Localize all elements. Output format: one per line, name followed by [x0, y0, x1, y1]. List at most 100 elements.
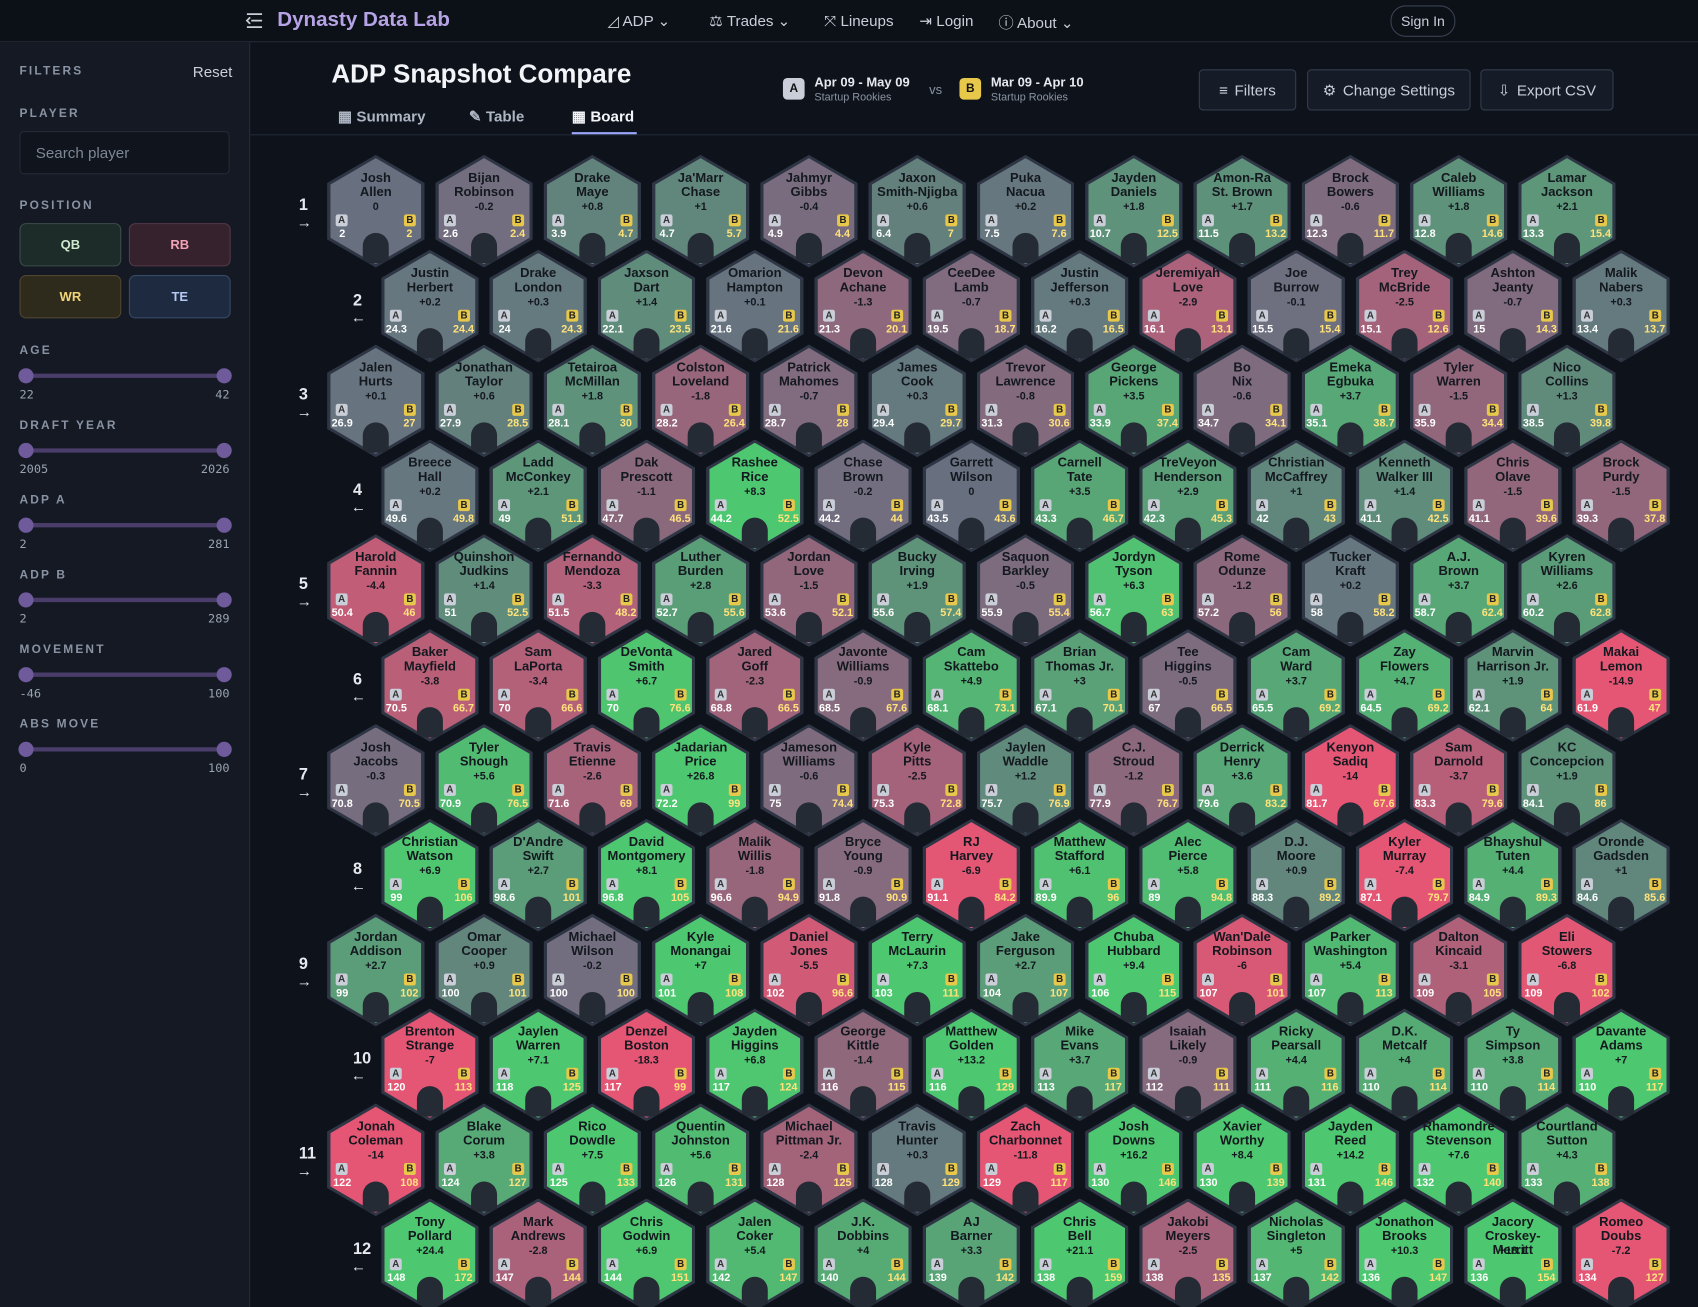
nav-label[interactable]: ADP [622, 11, 654, 30]
player-hex[interactable]: Malik Willis -1.8 A B 96.6 94.9 [706, 818, 804, 932]
player-hex[interactable]: Tee Higgins -0.5 A B 67 66.5 [1139, 629, 1237, 742]
player-hex[interactable]: Jonah Coleman -14 A B 122 108 [327, 1103, 425, 1217]
player-hex[interactable]: Jared Goff -2.3 A B 68.8 66.5 [706, 629, 804, 742]
player-hex[interactable]: Jayden Daniels +1.8 A B 10.7 12.5 [1085, 154, 1183, 268]
player-hex[interactable]: Joe Burrow -0.1 A B 15.5 15.4 [1247, 249, 1345, 363]
player-hex[interactable]: Tucker Kraft +0.2 A B 58 58.2 [1301, 534, 1400, 647]
button-label[interactable]: Filters [1234, 81, 1276, 99]
player-hex[interactable]: Cam Ward +3.7 A B 65.5 69.2 [1247, 629, 1345, 742]
player-hex[interactable]: Matthew Stafford +6.1 A B 89.9 96 [1030, 818, 1129, 932]
player-hex[interactable]: Jaxon Smith-Njigba +0.6 A B 6.4 7 [868, 154, 966, 268]
player-hex[interactable]: Nico Collins +1.3 A B 38.5 39.8 [1518, 344, 1616, 458]
player-hex[interactable]: Zach Charbonnet -11.8 A B 129 117 [976, 1103, 1075, 1217]
player-hex[interactable]: Jayden Higgins +6.8 A B 117 124 [706, 1008, 804, 1122]
player-hex[interactable]: Brenton Strange -7 A B 120 113 [381, 1008, 479, 1122]
player-hex[interactable]: Dalton Kincaid -3.1 A B 109 105 [1409, 913, 1508, 1027]
player-hex[interactable]: Jaylen Warren +7.1 A B 118 125 [489, 1008, 587, 1122]
slider-handle[interactable] [18, 368, 34, 384]
player-hex[interactable]: Nicholas Singleton +5 A B 137 142 [1247, 1198, 1345, 1307]
brand[interactable]: Dynasty Data Lab [277, 8, 450, 32]
player-hex[interactable]: TreVeyon Henderson +2.9 A B 42.3 45.3 [1139, 439, 1237, 553]
player-hex[interactable]: Jordyn Tyson +6.3 A B 56.7 63 [1085, 534, 1183, 647]
player-hex[interactable]: Ricky Pearsall +4.4 A B 111 116 [1247, 1008, 1345, 1122]
nav-adp[interactable]: ◿ ADP ⌄ [607, 11, 671, 30]
player-hex[interactable]: David Montgomery +8.1 A B 96.8 105 [597, 818, 696, 932]
player-hex[interactable]: Puka Nacua +0.2 A B 7.5 7.6 [976, 154, 1075, 268]
player-hex[interactable]: Rhamondre Stevenson +7.6 A B 132 140 [1409, 1103, 1508, 1217]
player-hex[interactable]: Wan'Dale Robinson -6 A B 107 101 [1193, 913, 1291, 1027]
nav-lineups[interactable]: ⤧ Lineups [824, 11, 894, 30]
player-hex[interactable]: Mark Andrews -2.8 A B 147 144 [489, 1198, 587, 1307]
player-hex[interactable]: Makai Lemon -14.9 A B 61.9 47 [1572, 629, 1670, 742]
search[interactable]: Search player [19, 131, 230, 175]
player-hex[interactable]: Parker Washington +5.4 A B 107 113 [1301, 913, 1400, 1027]
player-hex[interactable]: Matthew Golden +13.2 A B 116 129 [922, 1008, 1021, 1122]
nav-label[interactable]: Trades [726, 11, 774, 30]
player-hex[interactable]: Brock Purdy -1.5 A B 39.3 37.8 [1572, 439, 1670, 553]
player-hex[interactable]: Bijan Robinson -0.2 A B 2.6 2.4 [435, 154, 533, 268]
player-hex[interactable]: Kyle Pitts -2.5 A B 75.3 72.8 [868, 724, 966, 837]
player-hex[interactable]: Malik Nabers +0.3 A B 13.4 13.7 [1572, 249, 1670, 363]
player-hex[interactable]: Rico Dowdle +7.5 A B 125 133 [543, 1103, 642, 1217]
player-hex[interactable]: Jaxson Dart +1.4 A B 22.1 23.5 [597, 249, 696, 363]
player-hex[interactable]: Oronde Gadsden +1 A B 84.6 85.6 [1572, 818, 1670, 932]
player-hex[interactable]: Kenneth Walker III +1.4 A B 41.1 42.5 [1355, 439, 1454, 553]
player-hex[interactable]: Jonathon Brooks +10.3 A B 136 147 [1355, 1198, 1454, 1307]
player-hex[interactable]: Chase Brown -0.2 A B 44.2 44 [814, 439, 912, 553]
player-hex[interactable]: Jadarian Price +26.8 A B 72.2 99 [651, 724, 750, 837]
player-hex[interactable]: CeeDee Lamb -0.7 A B 19.5 18.7 [922, 249, 1021, 363]
player-hex[interactable]: Jahmyr Gibbs -0.4 A B 4.9 4.4 [760, 154, 858, 268]
player-hex[interactable]: Alec Pierce +5.8 A B 89 94.8 [1139, 818, 1237, 932]
player-hex[interactable]: Tyler Warren -1.5 A B 35.9 34.4 [1409, 344, 1508, 458]
player-hex[interactable]: Omar Cooper +0.9 A B 100 101 [435, 913, 533, 1027]
slider-handle[interactable] [18, 592, 34, 608]
player-hex[interactable]: Courtland Sutton +4.3 A B 133 138 [1518, 1103, 1616, 1217]
player-hex[interactable]: Jacory Croskey-Merritt +18.1 A B 136 154 [1464, 1198, 1562, 1307]
reset[interactable]: Reset [192, 62, 233, 81]
player-hex[interactable]: RJ Harvey -6.9 A B 91.1 84.2 [922, 818, 1021, 932]
player-hex[interactable]: Jeremiyah Love -2.9 A B 16.1 13.1 [1139, 249, 1237, 363]
player-hex[interactable]: Patrick Mahomes -0.7 A B 28.7 28 [760, 344, 858, 458]
tab-label[interactable]: Table [485, 107, 525, 125]
player-hex[interactable]: Cam Skattebo +4.9 A B 68.1 73.1 [922, 629, 1021, 742]
player-hex[interactable]: Trey McBride -2.5 A B 15.1 12.6 [1355, 249, 1454, 363]
player-hex[interactable]: Rome Odunze -1.2 A B 57.2 56 [1193, 534, 1291, 647]
nav-label[interactable]: Login [936, 11, 974, 30]
player-hex[interactable]: Josh Downs +16.2 A B 130 146 [1085, 1103, 1183, 1217]
player-hex[interactable]: Jordan Addison +2.7 A B 99 102 [327, 913, 425, 1027]
player-hex[interactable]: KC Concepcion +1.9 A B 84.1 86 [1518, 724, 1616, 837]
player-hex[interactable]: Marvin Harrison Jr. +1.9 A B 62.1 64 [1464, 629, 1562, 742]
player-hex[interactable]: Breece Hall +0.2 A B 49.6 49.8 [381, 439, 479, 553]
player-hex[interactable]: Eli Stowers -6.8 A B 109 102 [1518, 913, 1616, 1027]
toolbar-button[interactable]: ⚙ Change Settings [1307, 69, 1471, 111]
position-button[interactable]: RB [128, 223, 231, 267]
player-hex[interactable]: Travis Etienne -2.6 A B 71.6 69 [543, 724, 642, 837]
player-hex[interactable]: Drake Maye +0.8 A B 3.9 4.7 [543, 154, 642, 268]
player-hex[interactable]: Denzel Boston -18.3 A B 117 99 [597, 1008, 696, 1122]
player-hex[interactable]: Ja'Marr Chase +1 A B 4.7 5.7 [651, 154, 750, 268]
button-label[interactable]: Export CSV [1516, 81, 1597, 99]
player-hex[interactable]: Bryce Young -0.9 A B 91.8 90.9 [814, 818, 912, 932]
player-hex[interactable]: Jake Ferguson +2.7 A B 104 107 [976, 913, 1075, 1027]
tab-label[interactable]: Summary [356, 107, 426, 125]
player-hex[interactable]: Kyren Williams +2.6 A B 60.2 62.8 [1518, 534, 1616, 647]
slider-handle[interactable] [216, 442, 232, 459]
player-hex[interactable]: Sam LaPorta -3.4 A B 70 66.6 [489, 629, 587, 742]
slider-handle[interactable] [18, 667, 34, 683]
player-hex[interactable]: Mike Evans +3.7 A B 113 117 [1030, 1008, 1129, 1122]
slider-handle[interactable] [18, 442, 34, 459]
player-hex[interactable]: Zay Flowers +4.7 A B 64.5 69.2 [1355, 629, 1454, 742]
player-hex[interactable]: Josh Allen 0 A B 2 2 [327, 154, 425, 268]
nav-about[interactable]: ⓘ About ⌄ [998, 14, 1074, 32]
menu-icon[interactable] [245, 11, 264, 30]
player-hex[interactable]: Kyle Monangai +7 A B 101 108 [651, 913, 750, 1027]
player-hex[interactable]: Quentin Johnston +5.6 A B 126 131 [651, 1103, 750, 1217]
player-hex[interactable]: D.J. Moore +0.9 A B 88.3 89.2 [1247, 818, 1345, 932]
player-hex[interactable]: Davante Adams +7 A B 110 117 [1572, 1008, 1670, 1122]
player-hex[interactable]: Omarion Hampton +0.1 A B 21.6 21.6 [706, 249, 804, 363]
player-hex[interactable]: Sam Darnold -3.7 A B 83.3 79.6 [1409, 724, 1508, 837]
player-hex[interactable]: Chris Bell +21.1 A B 138 159 [1030, 1198, 1129, 1307]
player-hex[interactable]: Trevor Lawrence -0.8 A B 31.3 30.6 [976, 344, 1075, 458]
player-hex[interactable]: Saquon Barkley -0.5 A B 55.9 55.4 [976, 534, 1075, 647]
player-hex[interactable]: Lamar Jackson +2.1 A B 13.3 15.4 [1518, 154, 1616, 268]
